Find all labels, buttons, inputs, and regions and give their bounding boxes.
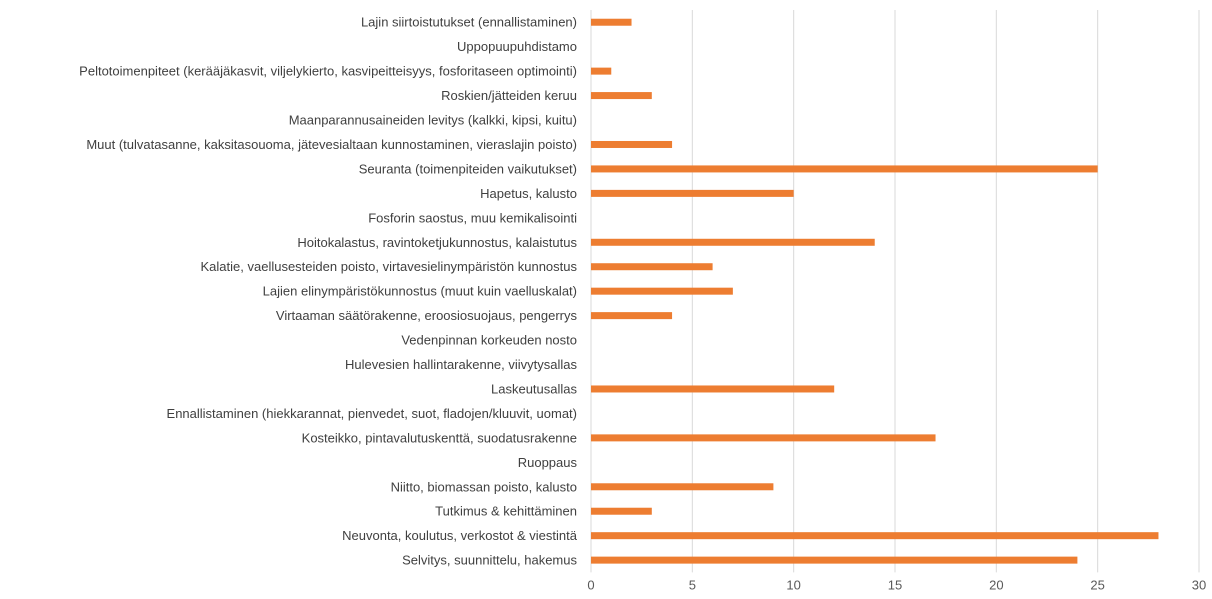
category-label: Tutkimus & kehittäminen bbox=[435, 504, 577, 519]
bar bbox=[591, 434, 936, 442]
bar bbox=[591, 312, 673, 320]
category-label: Maanparannusaineiden levitys (kalkki, ki… bbox=[289, 113, 577, 128]
category-label: Kosteikko, pintavalutuskenttä, suodatusr… bbox=[302, 430, 577, 445]
x-tick-label: 15 bbox=[888, 577, 902, 592]
category-label: Hapetus, kalusto bbox=[480, 186, 577, 201]
category-label: Fosforin saostus, muu kemikalisointi bbox=[368, 210, 577, 225]
category-label: Seuranta (toimenpiteiden vaikutukset) bbox=[359, 161, 577, 176]
category-label: Niitto, biomassan poisto, kalusto bbox=[391, 479, 577, 494]
category-label: Lajin siirtoistutukset (ennallistaminen) bbox=[361, 15, 577, 30]
bar bbox=[591, 287, 733, 295]
x-tick-label: 20 bbox=[989, 577, 1003, 592]
bar bbox=[591, 67, 612, 75]
bar bbox=[591, 238, 875, 246]
category-label: Uppopuupuhdistamo bbox=[457, 39, 577, 54]
bar bbox=[591, 140, 673, 148]
x-tick-label: 0 bbox=[587, 577, 594, 592]
bar bbox=[591, 189, 794, 197]
category-labels: Lajin siirtoistutukset (ennallistaminen)… bbox=[79, 15, 578, 568]
category-label: Laskeutusallas bbox=[491, 381, 577, 396]
bars bbox=[591, 18, 1159, 564]
category-label: Kalatie, vaellusesteiden poisto, virtave… bbox=[201, 259, 578, 274]
x-tick-label: 30 bbox=[1192, 577, 1206, 592]
category-label: Virtaaman säätörakenne, eroosiosuojaus, … bbox=[276, 308, 578, 323]
category-label: Muut (tulvatasanne, kaksitasouoma, jätev… bbox=[86, 137, 577, 152]
category-label: Lajien elinympäristökunnostus (muut kuin… bbox=[263, 284, 577, 299]
category-label: Vedenpinnan korkeuden nosto bbox=[401, 333, 577, 348]
bar bbox=[591, 532, 1159, 540]
category-label: Neuvonta, koulutus, verkostot & viestint… bbox=[342, 528, 578, 543]
bar bbox=[591, 483, 774, 491]
category-label: Ennallistaminen (hiekkarannat, pienvedet… bbox=[167, 406, 577, 421]
x-tick-label: 25 bbox=[1090, 577, 1104, 592]
bar bbox=[591, 92, 652, 100]
category-label: Peltotoimenpiteet (kerääjäkasvit, viljel… bbox=[79, 64, 577, 79]
category-label: Hoitokalastus, ravintoketjukunnostus, ka… bbox=[297, 235, 577, 250]
bar bbox=[591, 507, 652, 515]
bar bbox=[591, 385, 835, 393]
category-label: Roskien/jätteiden keruu bbox=[441, 88, 577, 103]
x-axis-ticks: 0 5 10 15 20 25 30 bbox=[587, 577, 1206, 592]
category-label: Hulevesien hallintarakenne, viivytysalla… bbox=[345, 357, 577, 372]
bar bbox=[591, 18, 632, 26]
category-label: Selvitys, suunnittelu, hakemus bbox=[402, 553, 577, 568]
bar bbox=[591, 165, 1098, 173]
gridlines bbox=[590, 10, 1200, 573]
x-tick-label: 10 bbox=[786, 577, 800, 592]
bar bbox=[591, 263, 713, 271]
x-tick-label: 5 bbox=[689, 577, 696, 592]
category-label: Ruoppaus bbox=[518, 455, 578, 470]
bar bbox=[591, 556, 1078, 564]
